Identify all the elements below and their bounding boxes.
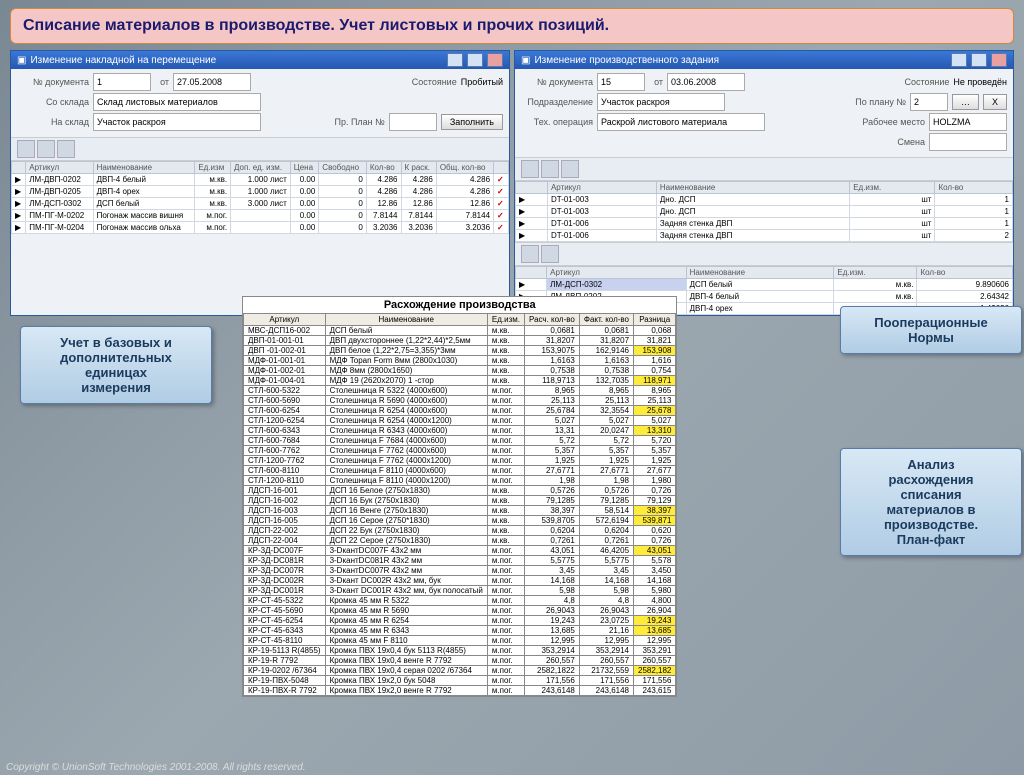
titlebar-2: ▣ Изменение производственного задания [515,51,1013,69]
fill-btn[interactable]: Заполнить [441,114,503,130]
btn-x2[interactable]: X [983,94,1007,110]
tb-icon[interactable] [521,245,539,263]
l: Рабочее место [853,117,925,127]
tb-icon[interactable] [541,245,559,263]
l: Тех. операция [521,117,593,127]
plan2[interactable] [910,93,948,111]
l: № документа [17,77,89,87]
window-invoice: ▣ Изменение накладной на перемещение № до… [10,50,510,316]
to-input[interactable] [93,113,261,131]
win1-title: Изменение накладной на перемещение [30,55,216,66]
op[interactable] [597,113,765,131]
callout-units: Учет в базовых идополнительныхединицахиз… [20,326,212,404]
grid-1: АртикулНаименованиеЕд.измДоп. ед. изм.Це… [11,161,509,234]
date-input[interactable] [173,73,251,91]
toolbar-2 [515,157,1013,181]
toolbar-1 [11,137,509,161]
tb-icon[interactable] [541,160,559,178]
l: На склад [17,117,89,127]
main-table-wrap: Расхождение производства АртикулНаименов… [242,296,677,697]
l: По плану № [846,97,906,107]
tb-icon[interactable] [57,140,75,158]
titlebar-1: ▣ Изменение накладной на перемещение [11,51,509,69]
state: Пробитый [461,77,503,87]
grid-2a: АртикулНаименованиеЕд.изм.Кол-во▶DT-01-0… [515,181,1013,242]
l: Состояние [877,77,949,87]
win2-title: Изменение производственного задания [534,55,719,66]
copyright: Copyright © UnionSoft Technologies 2001-… [6,762,306,773]
l: Состояние [385,77,457,87]
l: от [155,77,169,87]
app-icon: ▣ [521,55,530,66]
max-btn[interactable] [467,53,483,67]
state2: Не проведён [953,77,1007,87]
app-icon: ▣ [17,55,26,66]
callout-analysis: Анализрасхождениясписанияматериалов впро… [840,448,1022,556]
wp[interactable] [929,113,1007,131]
main-title: Расхождение производства [243,297,676,313]
l: № документа [521,77,593,87]
tb-icon[interactable] [37,140,55,158]
min-btn[interactable] [447,53,463,67]
l: Смена [853,137,925,147]
shift[interactable] [929,133,1007,151]
btn-x[interactable]: … [952,94,979,110]
dept[interactable] [597,93,725,111]
banner: Списание материалов в производстве. Учет… [10,8,1014,44]
tb-icon[interactable] [521,160,539,178]
l: Со склада [17,97,89,107]
tb-icon[interactable] [561,160,579,178]
min-btn[interactable] [951,53,967,67]
close-btn[interactable] [487,53,503,67]
callout-norms: ПооперационныеНормы [840,306,1022,354]
window-task: ▣ Изменение производственного задания № д… [514,50,1014,316]
close-btn[interactable] [991,53,1007,67]
date2[interactable] [667,73,745,91]
docnum2[interactable] [597,73,645,91]
plan-input[interactable] [389,113,437,131]
l: Подразделение [521,97,593,107]
docnum-input[interactable] [93,73,151,91]
l: от [649,77,663,87]
tb-icon[interactable] [17,140,35,158]
main-table: АртикулНаименованиеЕд.изм.Расч. кол-воФа… [243,313,676,696]
from-input[interactable] [93,93,261,111]
toolbar-3 [515,242,1013,266]
max-btn[interactable] [971,53,987,67]
l: Пр. План № [313,117,385,127]
